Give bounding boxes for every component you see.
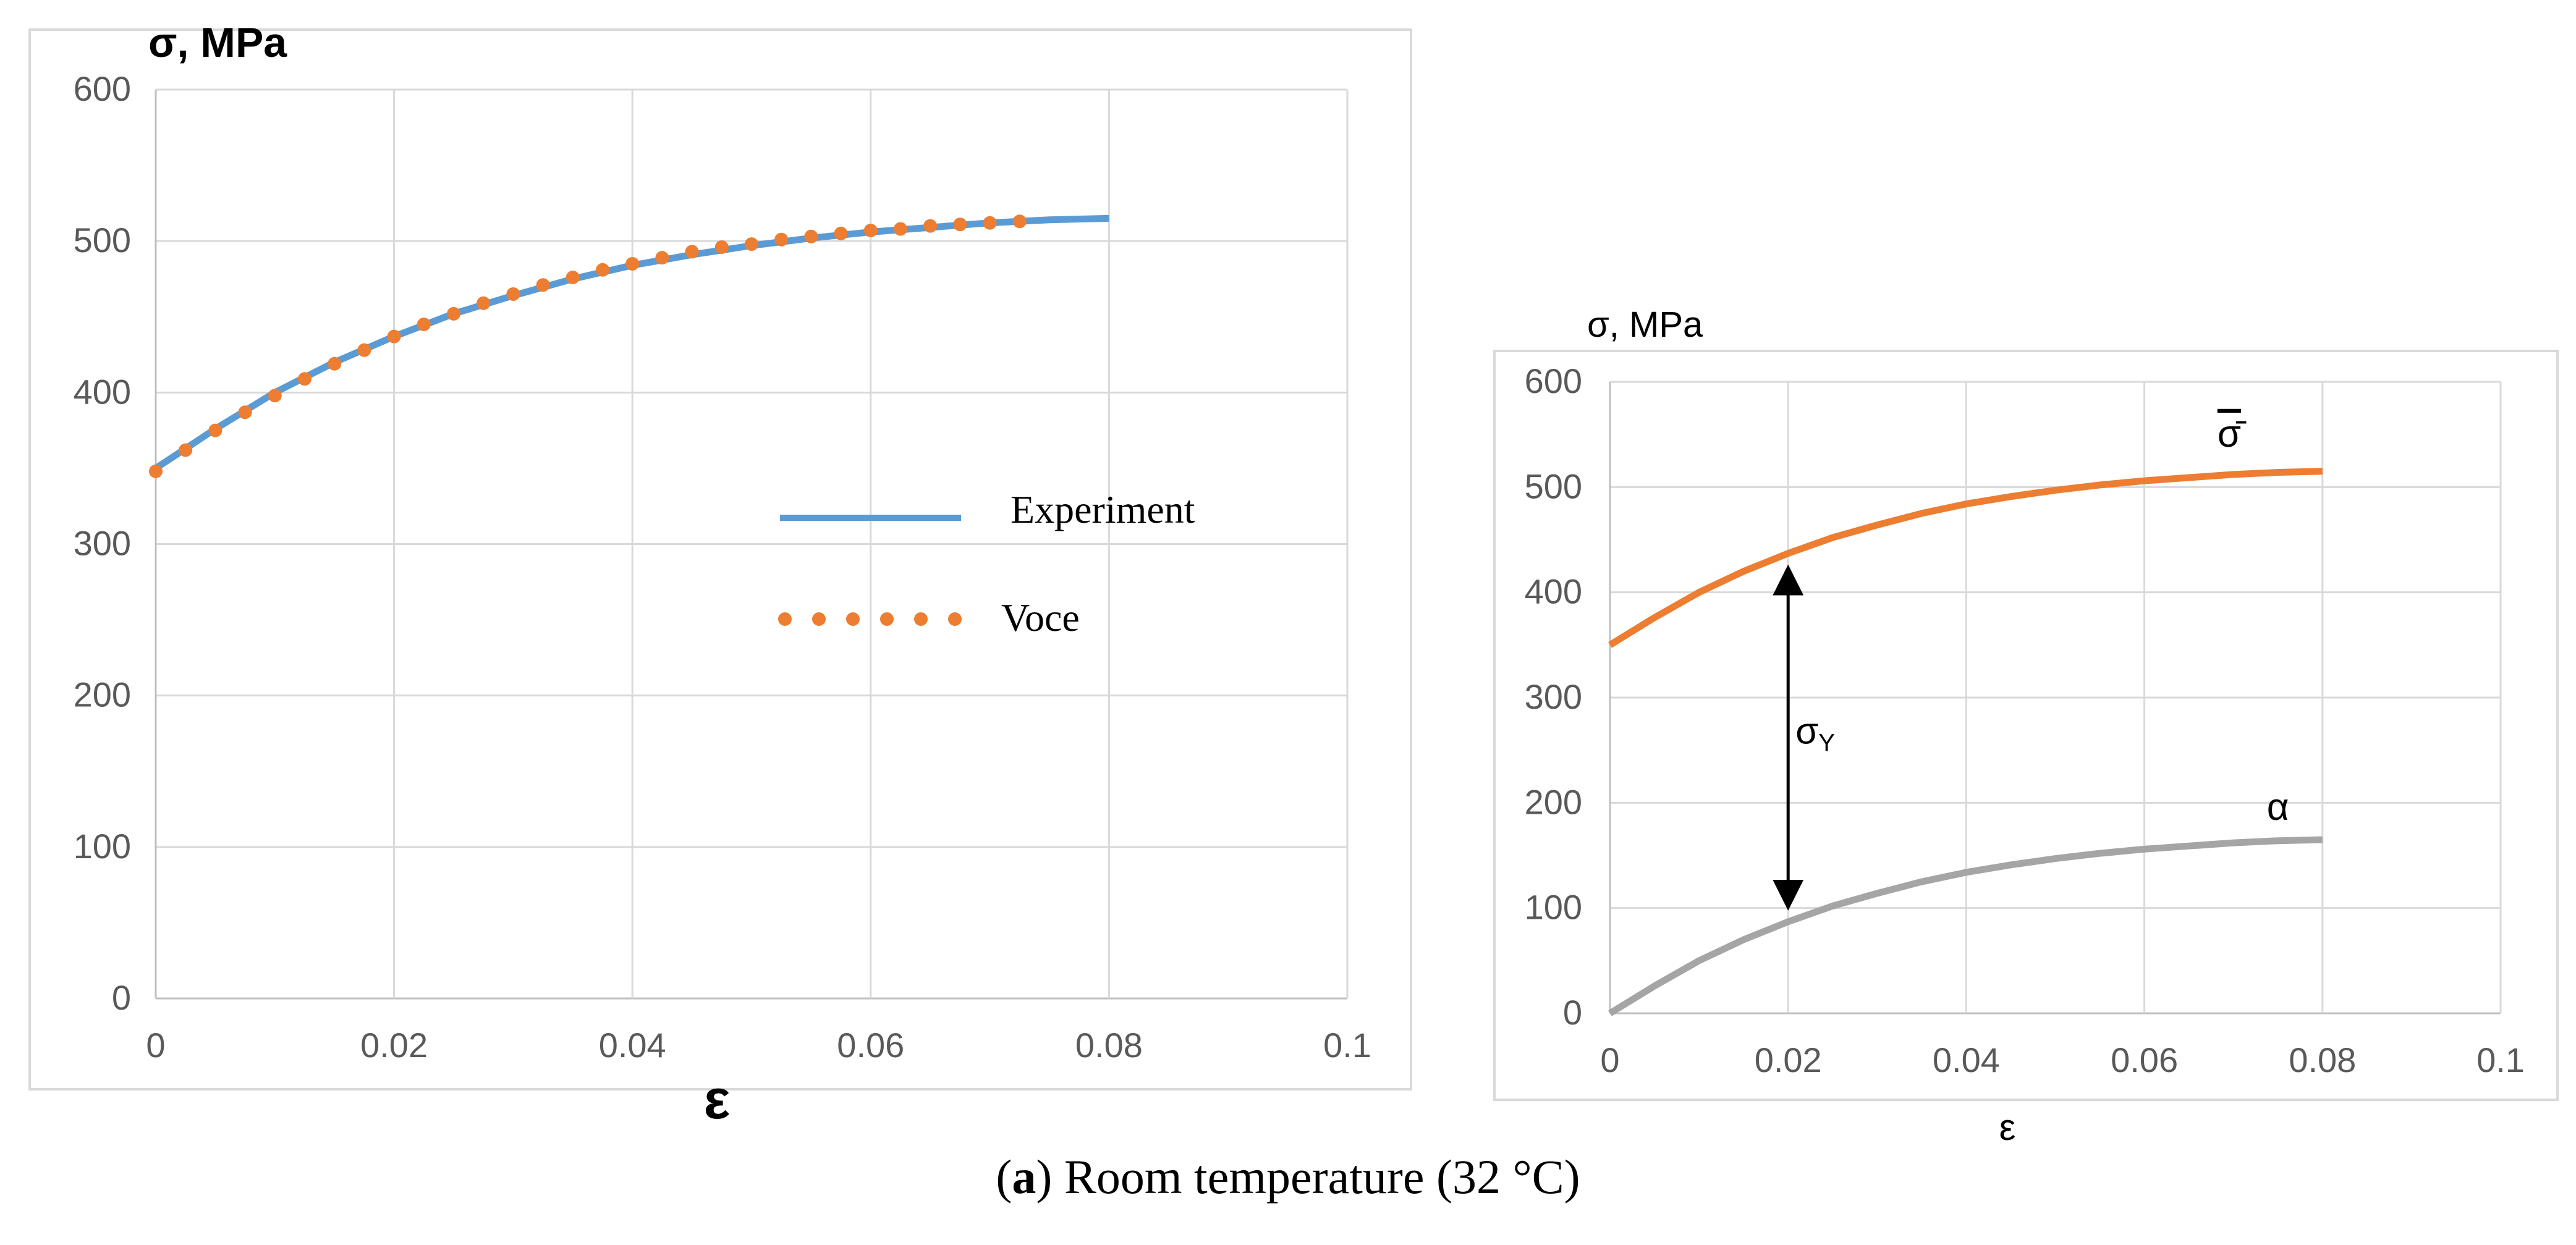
left-xtick-0.1: 0.1 (1323, 1026, 1371, 1065)
left-ytick-500: 500 (74, 221, 131, 260)
voce-point (506, 287, 520, 301)
left-ytick-600: 600 (74, 69, 131, 108)
right-ytick-400: 400 (1525, 572, 1582, 611)
legend-voce-label: Voce (1001, 596, 1080, 639)
right-ytick-0: 0 (1563, 993, 1582, 1032)
voce-point (745, 237, 758, 251)
sigma-y-subscript: Y (1818, 730, 1835, 757)
alpha-curve-label: α (2267, 786, 2289, 829)
left-chart-frame (28, 28, 1412, 1091)
right-ytick-200: 200 (1525, 782, 1582, 821)
left-xtick-0: 0 (146, 1026, 165, 1065)
voce-point (328, 357, 342, 371)
voce-point (268, 389, 282, 403)
voce-point (447, 306, 460, 321)
voce-point (953, 217, 967, 232)
left-ytick-0: 0 (112, 978, 131, 1017)
right-ytick-300: 300 (1525, 677, 1582, 716)
sigma-y-label: σY (1795, 711, 1835, 757)
left-x-axis-label: ε (704, 1069, 731, 1131)
legend-voce-dot (914, 612, 928, 626)
voce-point (179, 443, 193, 457)
legend-voce-dot (880, 612, 894, 626)
voce-point (208, 423, 222, 437)
right-ytick-100: 100 (1525, 888, 1582, 927)
left-ytick-100: 100 (74, 827, 131, 866)
voce-point (387, 329, 401, 344)
right-xtick-0: 0 (1600, 1040, 1619, 1079)
right-x-axis-label: ε (1999, 1107, 2016, 1148)
legend-voce-dot (846, 612, 860, 626)
right-tick-labels: 0 100 200 300 400 500 600 0 0.02 0.04 0.06 0.08 0.1 (1525, 361, 2525, 1079)
caption-text: Room temperature (32 °C) (1052, 1150, 1580, 1204)
voce-point (923, 219, 938, 233)
left-xtick-0.06: 0.06 (837, 1026, 904, 1065)
voce-point (417, 318, 431, 332)
left-ytick-200: 200 (74, 675, 131, 714)
legend-voce-dot (778, 612, 792, 626)
right-xtick-0.02: 0.02 (1755, 1040, 1822, 1079)
voce-point (149, 464, 163, 478)
caption-close-paren: ) (1036, 1150, 1053, 1204)
voce-point (238, 405, 252, 420)
right-ytick-500: 500 (1525, 466, 1582, 505)
left-tick-labels: 0 100 200 300 400 500 600 0 0.02 0.04 0.06 0.08 0.1 (74, 69, 1371, 1065)
right-xtick-0.1: 0.1 (2476, 1040, 2525, 1079)
caption-panel-letter: a (1012, 1150, 1036, 1204)
left-xtick-0.02: 0.02 (360, 1026, 428, 1065)
sigma-bar-line (1608, 468, 2323, 648)
voce-point (655, 251, 669, 265)
voce-point (357, 343, 371, 357)
legend-voce-dot (948, 612, 962, 626)
legend-voce-dot (812, 612, 826, 626)
caption-open-paren: ( (996, 1150, 1012, 1204)
voce-point (685, 245, 699, 259)
left-ytick-300: 300 (74, 524, 131, 563)
right-y-axis-label: σ, MPa (1587, 305, 1703, 345)
sigma-y-symbol: σ (1795, 711, 1818, 752)
alpha-line (1608, 836, 2323, 1016)
figure-caption: (a) Room temperature (32 °C) (0, 1149, 2576, 1205)
voce-point (625, 256, 640, 271)
voce-point (714, 240, 729, 254)
left-xtick-0.08: 0.08 (1075, 1026, 1143, 1065)
voce-point (298, 372, 311, 386)
voce-point (477, 296, 491, 310)
legend-voce-swatch (778, 612, 962, 626)
voce-point (804, 229, 818, 243)
legend: Experiment Voce (778, 487, 1195, 639)
right-xtick-0.06: 0.06 (2111, 1040, 2178, 1079)
right-xtick-0.04: 0.04 (1933, 1040, 2000, 1079)
right-ytick-600: 600 (1525, 361, 1582, 400)
right-series (1608, 468, 2323, 1016)
left-y-axis-label: σ, MPa (148, 19, 287, 66)
voce-point (774, 232, 789, 247)
left-xtick-0.04: 0.04 (599, 1026, 666, 1065)
voce-point (983, 216, 997, 230)
legend-experiment-label: Experiment (1010, 487, 1195, 531)
voce-point (566, 271, 580, 285)
voce-point (1012, 214, 1027, 229)
voce-point (834, 226, 848, 240)
voce-point (894, 222, 907, 236)
voce-point (536, 278, 550, 292)
right-xtick-0.08: 0.08 (2289, 1040, 2356, 1079)
left-ytick-400: 400 (74, 372, 131, 411)
left-series (149, 214, 1109, 478)
voce-point (863, 224, 878, 238)
voce-point (596, 263, 609, 277)
